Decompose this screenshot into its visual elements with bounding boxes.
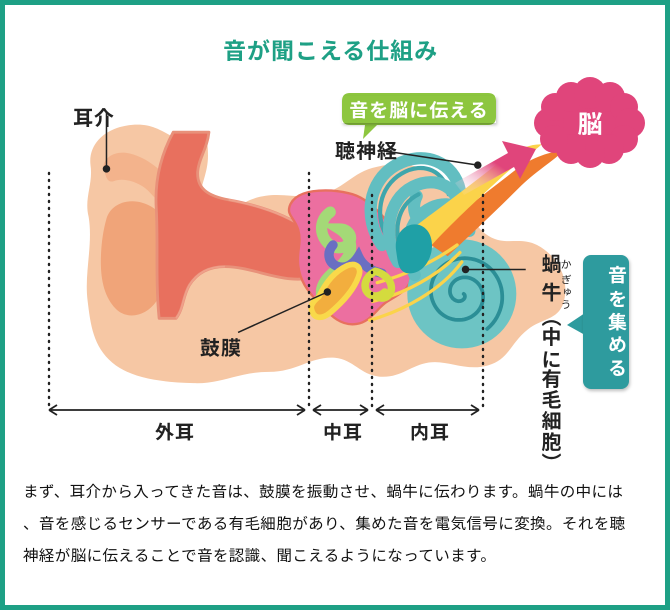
svg-text:脳: 脳: [577, 111, 602, 139]
